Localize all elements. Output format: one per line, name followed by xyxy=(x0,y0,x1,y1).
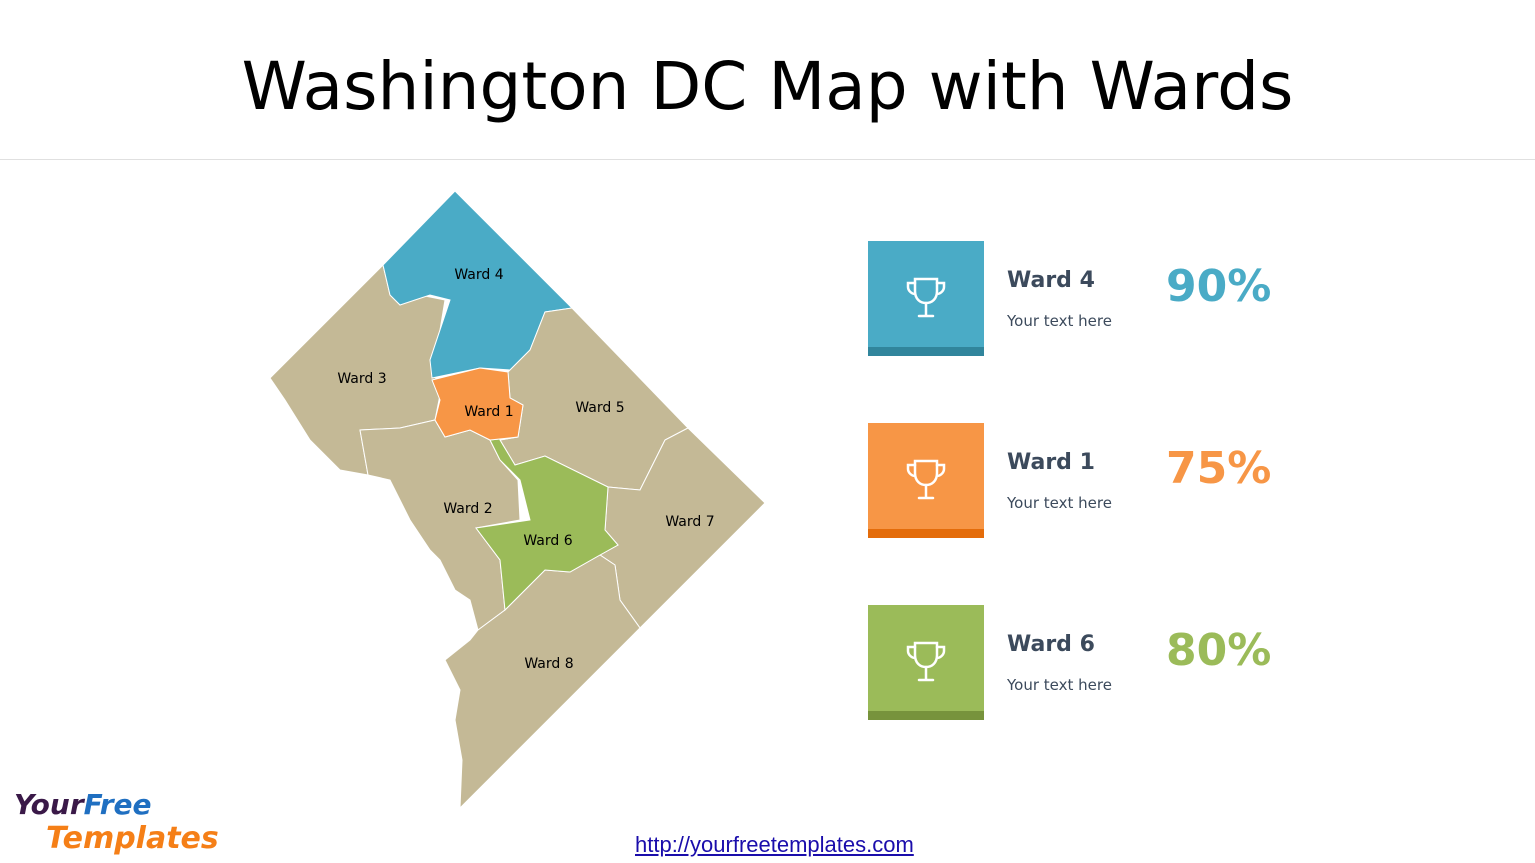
ward-label: Ward 2 xyxy=(443,501,492,517)
ward-card-tile xyxy=(868,605,984,720)
yourfreetemplates-logo: YourFree Templates xyxy=(14,788,219,856)
trophy-icon xyxy=(906,641,946,682)
card-bottom-bar xyxy=(868,529,984,538)
ward-6-region[interactable] xyxy=(475,436,619,612)
website-link[interactable]: http://yourfreetemplates.com xyxy=(635,832,914,857)
trophy-icon xyxy=(906,459,946,500)
card-percent: 80% xyxy=(1166,625,1272,676)
card-bottom-bar xyxy=(868,347,984,356)
ward-label: Ward 4 xyxy=(454,267,503,283)
card-ward-name: Ward 1 xyxy=(1007,450,1095,475)
card-percent: 75% xyxy=(1166,443,1272,494)
ward-1-region[interactable] xyxy=(431,367,524,441)
card-text: Your text here xyxy=(1007,676,1112,694)
trophy-icon xyxy=(906,277,946,318)
ward-card-tile xyxy=(868,241,984,356)
card-ward-name: Ward 4 xyxy=(1007,268,1095,293)
ward-label: Ward 5 xyxy=(575,400,624,416)
card-text: Your text here xyxy=(1007,494,1112,512)
card-text: Your text here xyxy=(1007,312,1112,330)
ward-label: Ward 6 xyxy=(523,533,572,549)
divider xyxy=(0,159,1535,160)
ward-label: Ward 1 xyxy=(464,404,513,420)
page-title: Washington DC Map with Wards xyxy=(241,48,1294,125)
card-percent: 90% xyxy=(1166,261,1272,312)
ward-label: Ward 3 xyxy=(337,371,386,387)
ward-card-tile xyxy=(868,423,984,538)
card-ward-name: Ward 6 xyxy=(1007,632,1095,657)
ward-label: Ward 8 xyxy=(524,656,573,672)
card-bottom-bar xyxy=(868,711,984,720)
ward-label: Ward 7 xyxy=(665,514,714,530)
